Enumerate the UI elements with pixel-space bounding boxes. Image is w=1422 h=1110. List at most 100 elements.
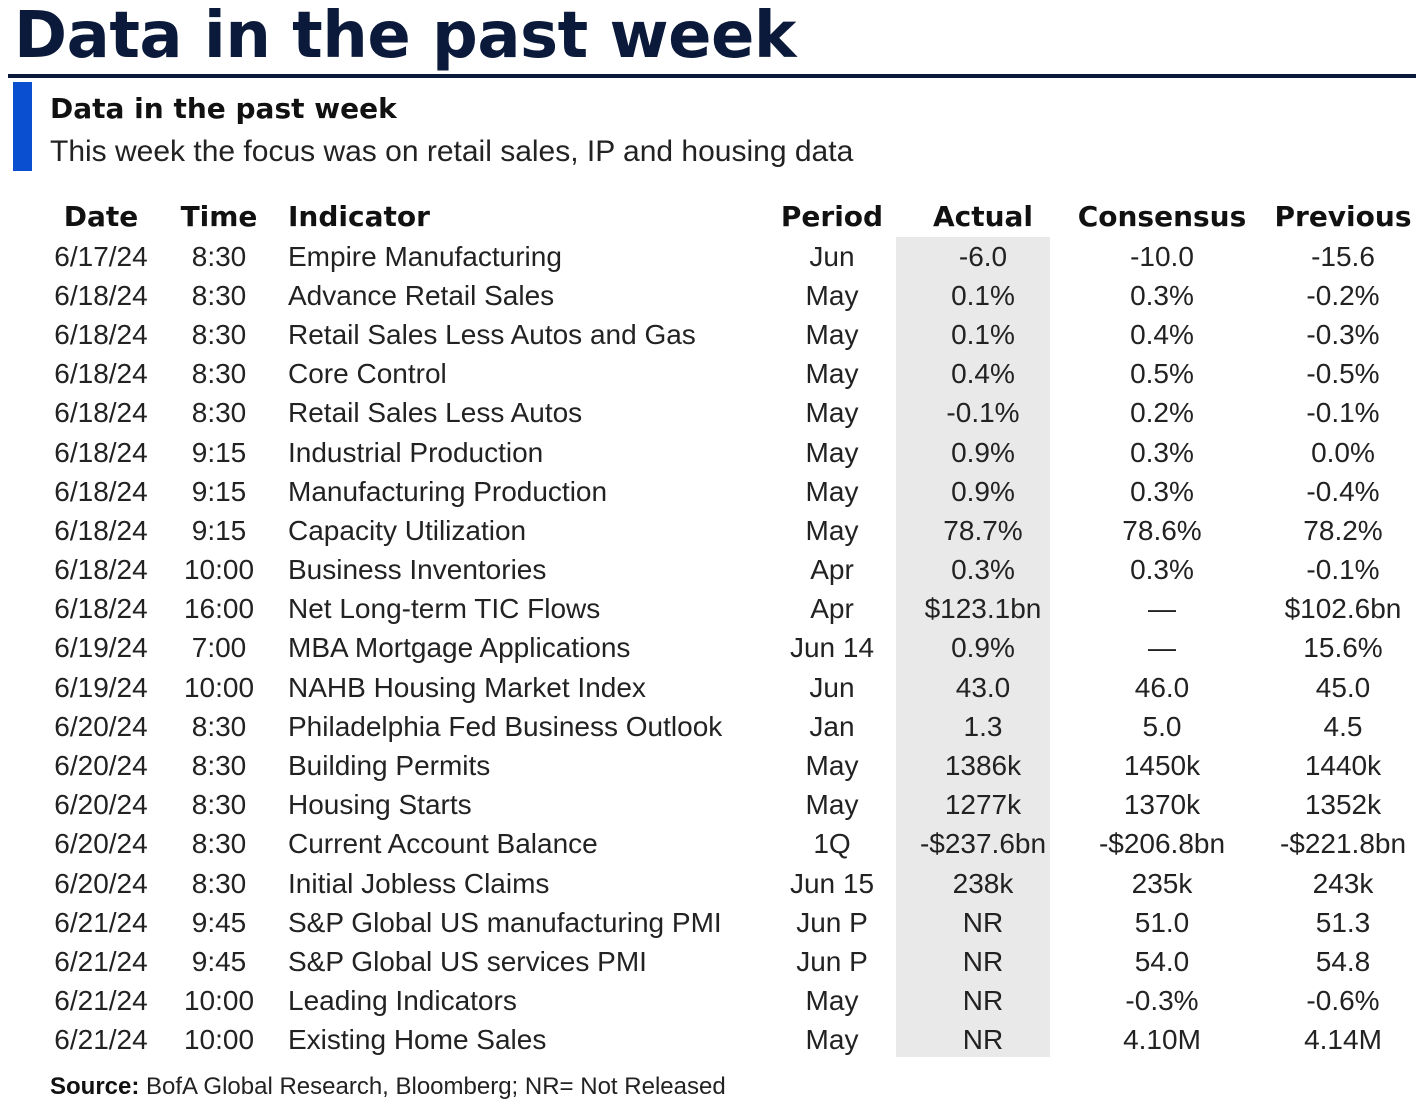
cell-date: 6/20/24 [54, 867, 148, 899]
table-row: 6/20/24 8:30 Building Permits May 1386k 1450k… [40, 746, 1422, 785]
cell-date: 6/20/24 [54, 710, 148, 742]
cell-actual: -$237.6bn [919, 828, 1047, 860]
cell-date: 6/21/24 [54, 985, 148, 1017]
cell-date: 6/18/24 [54, 554, 148, 586]
cell-consensus: 78.6% [1122, 514, 1202, 546]
cell-previous: -0.4% [1306, 475, 1380, 507]
cell-consensus: -0.3% [1125, 985, 1199, 1017]
cell-consensus: 4.10M [1123, 1024, 1201, 1056]
cell-actual: 238k [952, 867, 1014, 899]
cell-consensus: 0.5% [1130, 358, 1194, 390]
cell-consensus: 235k [1131, 867, 1193, 899]
cell-actual: NR [962, 945, 1004, 977]
cell-consensus: 0.3% [1130, 554, 1194, 586]
cell-previous: 15.6% [1303, 632, 1383, 664]
cell-actual: NR [962, 906, 1004, 938]
table-row: 6/18/24 16:00 Net Long-term TIC Flows Apr $1… [40, 590, 1422, 629]
cell-time: 8:30 [191, 789, 247, 821]
cell-actual: 1277k [944, 789, 1022, 821]
cell-period: Jun P [796, 906, 868, 938]
cell-time: 7:00 [191, 632, 247, 664]
cell-time: 9:15 [191, 514, 247, 546]
cell-period: Jun [809, 240, 855, 272]
cell-time: 9:45 [191, 945, 247, 977]
cell-date: 6/19/24 [54, 671, 148, 703]
table-body: 6/17/24 8:30 Empire Manufacturing Jun -6.0 -1… [40, 237, 1422, 1060]
header-date: Date [63, 200, 139, 233]
cell-actual: 1386k [944, 750, 1022, 782]
cell-consensus: 51.0 [1134, 906, 1190, 938]
cell-consensus: — [1148, 593, 1176, 625]
cell-actual: -6.0 [958, 240, 1008, 272]
cell-previous: -0.1% [1306, 554, 1380, 586]
cell-indicator: Advance Retail Sales [288, 279, 555, 311]
cell-previous: 1352k [1304, 789, 1382, 821]
cell-consensus: 0.3% [1130, 475, 1194, 507]
cell-previous: 0.0% [1311, 436, 1375, 468]
cell-actual: 0.9% [951, 436, 1015, 468]
source-text: BofA Global Research, Bloomberg; NR= Not… [139, 1073, 726, 1100]
cell-consensus: 46.0 [1134, 671, 1190, 703]
header-time: Time [180, 200, 258, 233]
table-row: 6/17/24 8:30 Empire Manufacturing Jun -6.0 -1… [40, 237, 1422, 276]
table-row: 6/21/24 9:45 S&P Global US manufacturing P… [40, 903, 1422, 942]
cell-date: 6/18/24 [54, 514, 148, 546]
cell-actual: 78.7% [943, 514, 1023, 546]
cell-date: 6/21/24 [54, 1024, 148, 1056]
cell-time: 8:30 [191, 710, 247, 742]
table-row: 6/20/24 8:30 Housing Starts May 1277k 1370k 13… [40, 786, 1422, 825]
cell-consensus: 1370k [1123, 789, 1201, 821]
cell-date: 6/20/24 [54, 828, 148, 860]
cell-previous: $102.6bn [1284, 593, 1402, 625]
cell-indicator: NAHB Housing Market Index [288, 671, 646, 703]
cell-time: 8:30 [191, 867, 247, 899]
cell-time: 8:30 [191, 358, 247, 390]
page-title: Data in the past week [14, 0, 796, 73]
cell-time: 8:30 [191, 279, 247, 311]
cell-time: 8:30 [191, 318, 247, 350]
table-row: 6/21/24 10:00 Leading Indicators May NR -0.3%… [40, 982, 1422, 1021]
cell-actual: 0.1% [951, 279, 1015, 311]
cell-date: 6/18/24 [54, 436, 148, 468]
cell-time: 8:30 [191, 828, 247, 860]
cell-date: 6/18/24 [54, 358, 148, 390]
source-label: Source: [50, 1073, 140, 1100]
cell-previous: -0.2% [1306, 279, 1380, 311]
table-row: 6/19/24 10:00 NAHB Housing Market Index Jun… [40, 668, 1422, 707]
cell-date: 6/18/24 [54, 397, 148, 429]
cell-indicator: Existing Home Sales [288, 1024, 547, 1056]
cell-previous: 243k [1312, 867, 1374, 899]
cell-actual: NR [962, 985, 1004, 1017]
panel-title: Data in the past week [50, 92, 397, 125]
cell-time: 10:00 [183, 1024, 255, 1056]
cell-period: May [805, 750, 859, 782]
cell-consensus: 54.0 [1134, 945, 1190, 977]
cell-indicator: Net Long-term TIC Flows [288, 593, 601, 625]
cell-period: May [805, 436, 859, 468]
cell-period: Jan [809, 710, 855, 742]
cell-time: 8:30 [191, 750, 247, 782]
cell-period: Jun 14 [789, 632, 875, 664]
table-row: 6/18/24 9:15 Industrial Production May 0.9% 0… [40, 433, 1422, 472]
cell-date: 6/18/24 [54, 593, 148, 625]
cell-period: May [805, 514, 859, 546]
cell-previous: 45.0 [1315, 671, 1371, 703]
cell-period: Jun [809, 671, 855, 703]
panel-accent-bar [13, 82, 32, 171]
cell-date: 6/20/24 [54, 750, 148, 782]
cell-previous: 51.3 [1315, 906, 1371, 938]
cell-indicator: Current Account Balance [288, 828, 598, 860]
cell-indicator: Core Control [288, 358, 447, 390]
economic-data-table: Date Time Indicator Period Actual Consen… [40, 196, 1422, 1060]
cell-indicator: Business Inventories [288, 554, 547, 586]
cell-previous: -15.6 [1311, 240, 1375, 272]
cell-consensus: 0.3% [1130, 279, 1194, 311]
cell-time: 9:15 [191, 436, 247, 468]
cell-period: May [805, 789, 859, 821]
panel-subtitle: This week the focus was on retail sales,… [50, 135, 854, 168]
cell-indicator: Manufacturing Production [288, 475, 608, 507]
header-actual: Actual [932, 200, 1034, 233]
cell-previous: 54.8 [1315, 945, 1371, 977]
table-row: 6/20/24 8:30 Current Account Balance 1Q -$23… [40, 825, 1422, 864]
cell-indicator: Housing Starts [288, 789, 472, 821]
